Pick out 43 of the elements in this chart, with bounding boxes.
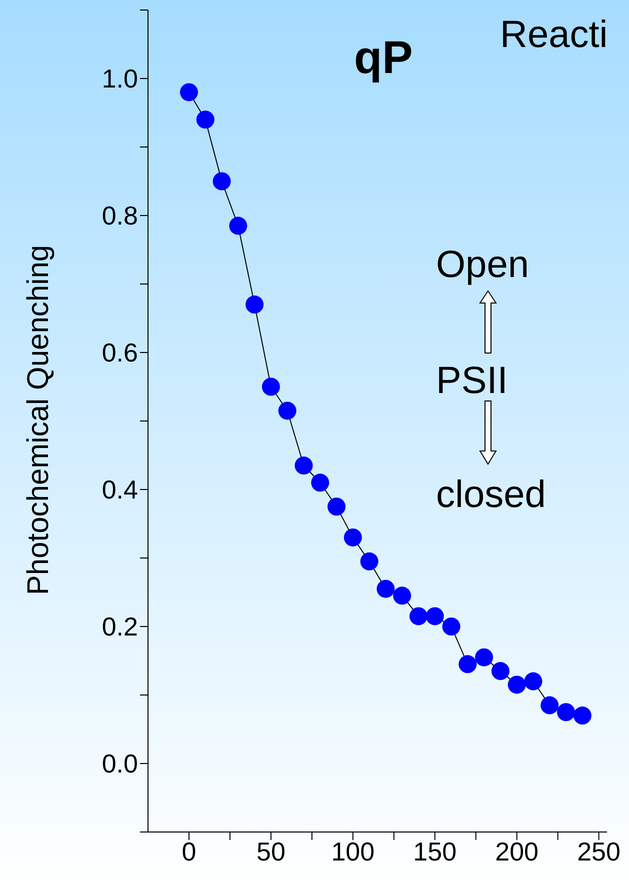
point xyxy=(212,172,231,190)
point xyxy=(229,216,248,235)
point xyxy=(180,83,198,102)
point xyxy=(426,607,444,626)
point xyxy=(344,528,362,546)
point xyxy=(524,672,542,690)
x-tick-label: 150 xyxy=(413,836,457,866)
x-tick-label: 50 xyxy=(256,836,286,866)
text: qP xyxy=(354,30,413,84)
y-axis-title: Photochemical Quenching xyxy=(22,244,56,596)
x-tick-label: 0 xyxy=(182,836,196,866)
y-tick-label: 0.2 xyxy=(102,612,138,642)
point xyxy=(328,498,346,516)
point xyxy=(196,110,214,129)
point xyxy=(540,696,559,714)
x-tick-label: 250 xyxy=(577,836,620,866)
point xyxy=(294,456,313,475)
x-tick-label: 200 xyxy=(495,836,539,866)
annotation: Reacti xyxy=(500,14,608,57)
y-tick-label: 1.0 xyxy=(102,64,138,94)
point xyxy=(376,580,395,598)
point xyxy=(360,552,378,570)
point xyxy=(246,296,264,314)
annotation: closed xyxy=(436,474,546,517)
point xyxy=(573,706,592,725)
point xyxy=(442,618,460,636)
point xyxy=(458,655,477,674)
point xyxy=(508,676,526,694)
y-tick-label: 0.0 xyxy=(102,748,138,779)
point xyxy=(491,662,510,680)
point xyxy=(262,378,280,396)
point xyxy=(475,648,494,666)
point xyxy=(311,474,330,492)
point xyxy=(409,607,428,626)
y-tick-label: 0.8 xyxy=(102,200,138,231)
x-tick-label: 100 xyxy=(331,836,375,866)
point xyxy=(278,402,296,420)
point xyxy=(557,703,576,722)
y-tick-label: 0.4 xyxy=(102,474,138,505)
annotation: Open xyxy=(436,244,529,287)
annotation: PSII xyxy=(436,360,508,403)
point xyxy=(393,586,412,605)
y-tick-label: 0.6 xyxy=(102,338,138,368)
